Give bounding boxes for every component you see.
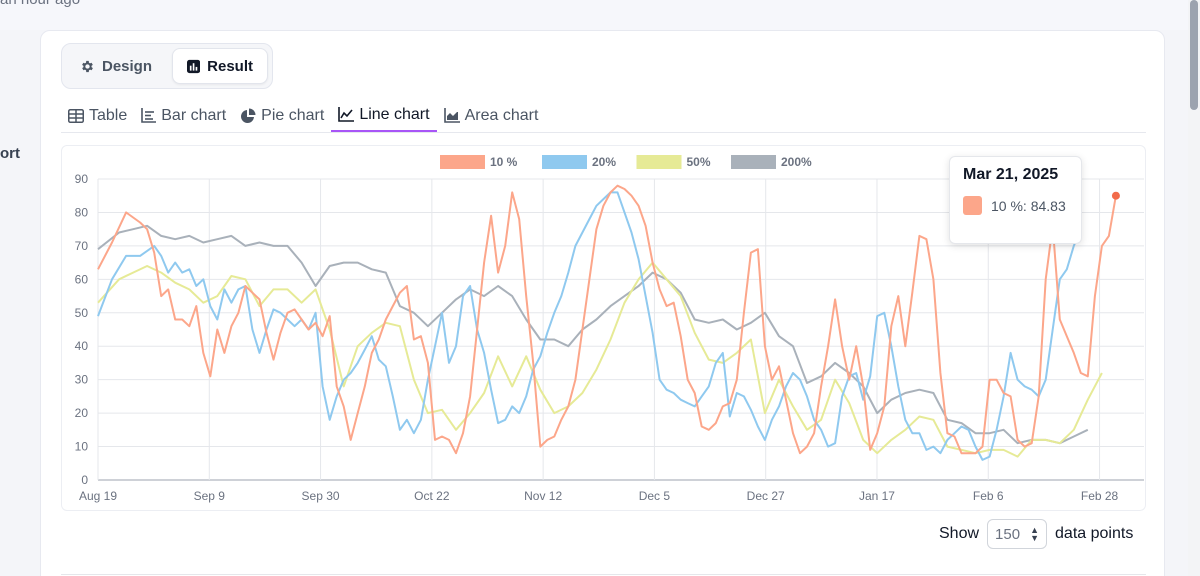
legend-swatch [731, 155, 776, 169]
top-strip: an hour ago [0, 0, 1200, 30]
legend-label: 10 % [490, 155, 518, 169]
divider [61, 574, 1146, 575]
show-label: Show [939, 525, 980, 542]
tooltip-swatch [963, 196, 982, 215]
table-icon [68, 108, 84, 123]
series-line [97, 261, 1103, 458]
legend-label: 20% [592, 155, 616, 169]
x-tick-label: Aug 19 [79, 489, 117, 503]
y-tick-label: 10 [75, 440, 89, 454]
data-points-control: Show 150 ▲ ▼ data points [939, 519, 1133, 549]
x-tick-label: Sep 9 [194, 489, 226, 503]
series-line [97, 184, 1117, 455]
design-label: Design [101, 57, 152, 75]
scrollbar[interactable] [1188, 0, 1200, 576]
tooltip-value: 10 %: 84.83 [991, 197, 1066, 214]
x-tick-label: Feb 28 [1081, 489, 1119, 503]
x-tick-label: Dec 5 [639, 489, 671, 503]
chart-icon [187, 59, 201, 73]
tab-bar-chart[interactable]: Bar chart [134, 99, 233, 132]
tab-line-chart-label: Line chart [359, 105, 430, 123]
legend-swatch [636, 155, 682, 169]
legend-swatch [542, 155, 587, 169]
x-tick-label: Oct 22 [414, 489, 450, 503]
scrollbar-thumb[interactable] [1190, 0, 1198, 110]
area-chart-icon [443, 108, 460, 123]
x-tick-label: Nov 12 [524, 489, 562, 503]
y-tick-label: 60 [75, 272, 89, 286]
tab-area-chart-label: Area chart [464, 106, 539, 124]
legend-label: 50% [687, 155, 711, 169]
tab-table[interactable]: Table [61, 99, 134, 132]
stepper-icon[interactable]: ▲ ▼ [1030, 525, 1040, 543]
data-points-suffix: data points [1055, 525, 1134, 542]
y-tick-label: 40 [75, 339, 89, 353]
chart-type-tabs: Table Bar chart Pie chart Line chart Are… [61, 99, 1146, 133]
result-panel: Design Result Table Bar chart Pie chart … [40, 30, 1165, 576]
design-button[interactable]: Design [66, 48, 166, 84]
x-tick-label: Dec 27 [747, 489, 785, 503]
x-tick-label: Jan 17 [859, 489, 895, 503]
y-tick-label: 30 [75, 373, 89, 387]
sidebar-partial-label[interactable]: ort [0, 145, 20, 162]
line-chart-icon [338, 107, 355, 122]
view-toggle: Design Result [61, 43, 273, 89]
series-line [97, 224, 1089, 445]
tab-bar-chart-label: Bar chart [161, 106, 227, 124]
y-tick-label: 50 [75, 306, 89, 320]
result-button[interactable]: Result [172, 48, 268, 84]
pie-chart-icon [241, 108, 256, 123]
tab-pie-chart[interactable]: Pie chart [233, 99, 331, 132]
legend-swatch [440, 155, 485, 169]
legend-label: 200% [781, 155, 812, 169]
tab-pie-chart-label: Pie chart [261, 106, 325, 124]
tab-table-label: Table [89, 106, 128, 124]
bar-chart-icon [141, 108, 157, 123]
hover-point [1111, 191, 1120, 200]
data-points-input[interactable]: 150 ▲ ▼ [987, 519, 1048, 549]
data-points-value: 150 [995, 525, 1021, 543]
tab-area-chart[interactable]: Area chart [437, 99, 546, 132]
tab-line-chart[interactable]: Line chart [331, 99, 437, 132]
y-tick-label: 90 [75, 172, 89, 186]
y-tick-label: 80 [75, 205, 89, 219]
chart-tooltip: Mar 21, 2025 10 %: 84.83 [949, 156, 1082, 244]
gear-icon [82, 60, 93, 72]
x-tick-label: Feb 6 [973, 489, 1004, 503]
y-tick-label: 70 [75, 239, 89, 253]
last-updated-text: an hour ago [0, 0, 80, 8]
tooltip-date: Mar 21, 2025 [963, 166, 1059, 183]
y-tick-label: 20 [75, 406, 89, 420]
x-tick-label: Sep 30 [302, 489, 340, 503]
result-label: Result [207, 57, 253, 75]
y-tick-label: 0 [81, 473, 88, 487]
